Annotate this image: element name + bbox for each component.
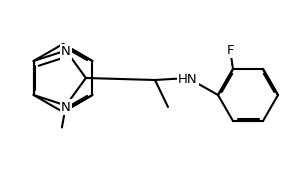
Text: HN: HN bbox=[178, 73, 198, 86]
Text: N: N bbox=[61, 100, 71, 114]
Text: N: N bbox=[61, 46, 71, 58]
Text: F: F bbox=[226, 44, 234, 57]
